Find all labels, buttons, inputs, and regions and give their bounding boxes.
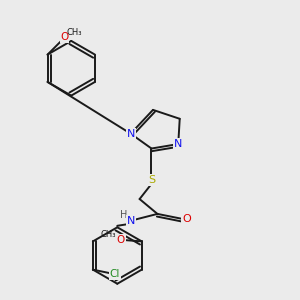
Text: O: O: [182, 214, 190, 224]
Text: O: O: [60, 32, 69, 42]
Text: N: N: [127, 216, 135, 226]
Text: N: N: [174, 139, 182, 149]
Text: CH₃: CH₃: [67, 28, 82, 37]
Text: CH₃: CH₃: [100, 230, 116, 239]
Text: H: H: [120, 210, 127, 220]
Text: N: N: [127, 129, 135, 139]
Text: Cl: Cl: [110, 269, 120, 279]
Text: O: O: [117, 235, 125, 245]
Text: S: S: [148, 175, 155, 185]
